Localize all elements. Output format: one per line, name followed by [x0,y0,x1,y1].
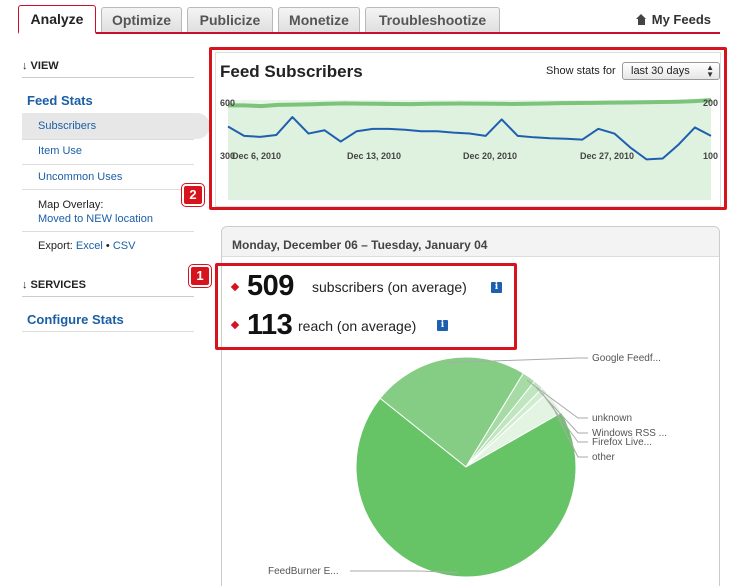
sidebar-item-item-use[interactable]: Item Use [38,145,83,157]
y-axis-right-tick-label: 100 [703,151,718,161]
annotation-badge-2: 2 [182,184,204,206]
subscribers-label: subscribers (on average) [312,279,467,295]
pie-leader-line [350,570,458,574]
home-icon [635,14,647,25]
reach-label: reach (on average) [298,318,417,334]
annotation-box-2 [209,47,727,210]
map-overlay-link[interactable]: Moved to NEW location [38,213,153,225]
subscribers-area [228,100,711,200]
pie-slice-label: Google Feedf... [592,353,661,364]
y-axis-right-tick-label: 200 [703,98,718,108]
pie-slice [379,356,525,468]
date-range-value: last 30 days [631,65,690,77]
sidebar-divider [22,331,194,332]
select-arrows-icon: ▲ ▼ [706,63,714,79]
sidebar-divider [22,139,194,140]
stats-panel-header [222,227,719,257]
pie-slice-label: Firefox Live... [592,437,653,448]
reach-info-icon[interactable]: i [437,320,448,331]
my-feeds-label: My Feeds [651,12,711,27]
annotation-badge-1: 1 [189,265,211,287]
map-overlay-label: Map Overlay: [38,199,104,211]
export-label: Export: [38,240,73,252]
export-csv-link[interactable]: CSV [112,240,136,252]
view-heading: ↓ VIEW [22,60,194,78]
date-range-heading: Monday, December 06 – Tuesday, January 0… [232,238,488,252]
tab-monetize[interactable]: Monetize [278,7,360,33]
pie-slice-label: Windows RSS ... [592,428,668,439]
tab-troubleshootize[interactable]: Troubleshootize [365,7,500,33]
tab-underline [18,32,720,34]
pie-slice-label: other [592,452,615,463]
reach-count: 113 [247,309,293,341]
y-axis-left-tick-label: 600 [220,98,235,108]
pie-leader-line [447,357,588,364]
pie-slice-label: FeedBurner E... [268,566,339,577]
pie-slice-label: unknown [592,413,633,424]
pie-leader-line [526,379,588,419]
pie-slice [355,397,577,578]
date-range-select[interactable]: last 30 days ▲ ▼ [622,62,720,80]
x-axis-tick-label: Dec 20, 2010 [463,151,517,161]
x-axis-tick-label: Dec 6, 2010 [232,151,281,161]
show-stats-label: Show stats for [546,65,616,77]
pie-leader-line [551,404,588,458]
tab-publicize[interactable]: Publicize [187,7,273,33]
reach-series-line [227,116,712,161]
export-separator: • [105,240,110,252]
annotation-box-1 [215,263,517,350]
tab-optimize[interactable]: Optimize [101,7,182,33]
export-excel-link[interactable]: Excel [75,240,103,252]
sidebar-item-uncommon-uses[interactable]: Uncommon Uses [38,171,123,183]
tab-bar: Analyze Optimize Publicize Monetize Trou… [0,0,737,34]
chart-title: Feed Subscribers [220,62,363,81]
sidebar-divider [22,231,194,232]
x-axis-tick-label: Dec 27, 2010 [580,151,634,161]
configure-stats-link[interactable]: Configure Stats [27,312,124,327]
subscribers-info-icon[interactable]: i [491,282,502,293]
sidebar-divider [22,164,194,165]
subscribers-series-line [228,98,712,109]
sidebar-item-subscribers[interactable]: Subscribers [22,113,210,139]
subscribers-count: 509 [247,270,294,302]
y-axis-left-tick-label: 300 [220,151,235,161]
tab-analyze[interactable]: Analyze [18,5,96,34]
my-feeds-link[interactable]: My Feeds [635,12,711,27]
feed-stats-link[interactable]: Feed Stats [27,93,93,108]
sidebar-divider [22,189,194,190]
export-row: Export: Excel • CSV [38,240,135,252]
pie-leader-line [535,387,588,434]
x-axis-tick-label: Dec 13, 2010 [347,151,401,161]
services-heading: ↓ SERVICES [22,279,194,297]
